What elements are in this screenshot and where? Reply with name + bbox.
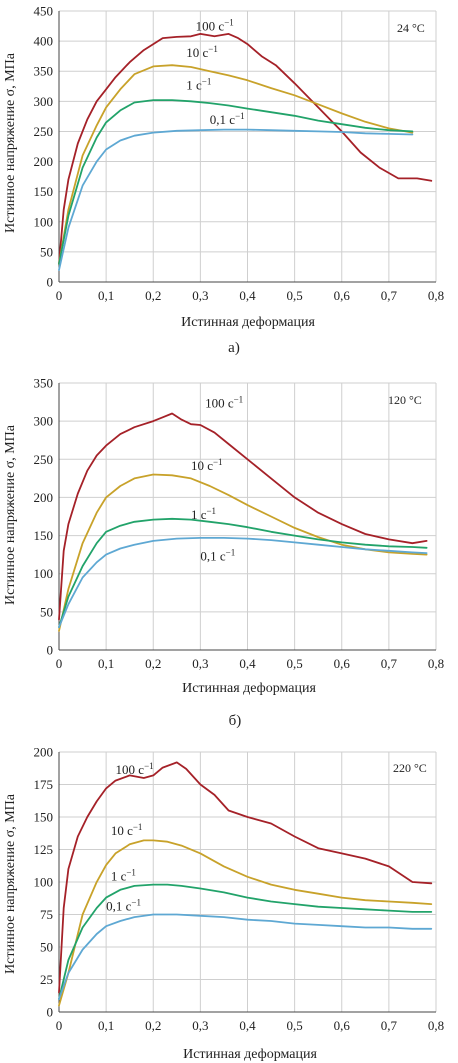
chart-220c-y-tick-label: 150 [34, 810, 54, 825]
chart-120c-x-tick-label: 0,5 [287, 656, 303, 671]
chart-120c-series-label-1: 10 с−1 [191, 457, 223, 473]
chart-120c-series-line-3 [58, 537, 428, 628]
chart-120c-y-tick-label: 350 [34, 376, 54, 391]
chart-220c-x-tick-label: 0,2 [145, 1018, 161, 1033]
chart-220c-y-tick-label: 0 [47, 1005, 54, 1020]
chart-120c-x-tick-label: 0,6 [334, 656, 351, 671]
chart-24c-x-tick-label: 0,3 [192, 288, 208, 303]
chart-120c-y-tick-label: 100 [34, 566, 54, 581]
chart-24c-y-tick-label: 0 [47, 275, 54, 290]
chart-120c-series-line-2 [58, 517, 428, 628]
chart-24c-panel-letter: а) [228, 340, 240, 356]
chart-220c-x-tick-label: 0,5 [287, 1018, 303, 1033]
chart-120c-y-tick-label: 250 [34, 452, 54, 467]
chart-24c-x-axis-title: Истинная деформация [181, 315, 315, 330]
chart-120c-x-tick-label: 0,2 [145, 656, 161, 671]
chart-120c-x-tick-label: 0,1 [98, 656, 114, 671]
chart-24c-y-tick-label: 300 [34, 94, 54, 109]
chart-220c-x-tick-label: 0,1 [98, 1018, 114, 1033]
chart-120c-series-label-2: 1 с−1 [191, 506, 216, 522]
chart-120c-y-tick-label: 0 [47, 643, 54, 658]
chart-panel-120c: 120 °C Истинная деформация Истинное напр… [3, 376, 444, 730]
chart-220c-y-tick-label: 200 [34, 745, 54, 760]
chart-24c-y-tick-label: 250 [34, 124, 54, 139]
chart-120c-series-label-0: 100 с−1 [205, 394, 243, 410]
chart-24c-x-tick-label: 0,5 [287, 288, 303, 303]
chart-220c-series-line-1 [58, 839, 433, 1007]
chart-120c-x-tick-label: 0 [56, 656, 63, 671]
chart-24c-y-tick-label: 150 [34, 184, 54, 199]
chart-panel-24c: 24 °C Истинная деформация Истинное напря… [3, 4, 444, 357]
chart-24c-x-tick-label: 0,7 [381, 288, 398, 303]
chart-220c-series-label-3: 0,1 с−1 [106, 898, 141, 914]
chart-120c-x-tick-label: 0,7 [381, 656, 398, 671]
chart-24c-series-label-3: 0,1 с−1 [210, 111, 245, 127]
chart-24c-y-tick-label: 200 [34, 154, 54, 169]
chart-120c-x-tick-label: 0,3 [192, 656, 208, 671]
chart-24c-series-label-2: 1 с−1 [186, 76, 211, 92]
chart-24c-y-tick-label: 50 [40, 244, 53, 259]
chart-24c-x-tick-label: 0 [56, 288, 63, 303]
chart-panel-220c: 220 °C Истинная деформация Истинное напр… [3, 745, 444, 1063]
chart-24c-series-line-1 [58, 64, 414, 265]
chart-120c-x-tick-label: 0,8 [428, 656, 444, 671]
chart-220c-x-tick-label: 0,7 [381, 1018, 398, 1033]
chart-220c-temperature-label: 220 °C [393, 761, 427, 775]
chart-220c-y-tick-label: 100 [34, 875, 54, 890]
chart-220c-y-tick-label: 50 [40, 940, 53, 955]
chart-220c-series-label-0: 100 с−1 [116, 761, 154, 777]
chart-120c-x-axis-title: Истинная деформация [182, 681, 316, 696]
chart-120c-panel-letter: б) [229, 713, 242, 729]
chart-120c-series-label-3: 0,1 с−1 [200, 548, 235, 564]
chart-24c-series-label-1: 10 с−1 [186, 44, 218, 60]
chart-220c-series-label-2: 1 с−1 [111, 868, 136, 884]
chart-120c-y-axis-title: Истинное напряжение σ, МПа [3, 424, 18, 605]
chart-24c-x-tick-label: 0,8 [428, 288, 444, 303]
chart-120c-y-tick-label: 150 [34, 528, 54, 543]
chart-24c-x-tick-label: 0,1 [98, 288, 114, 303]
chart-24c-x-tick-label: 0,6 [334, 288, 351, 303]
chart-120c-x-tick-label: 0,4 [239, 656, 256, 671]
chart-220c-series-label-1: 10 с−1 [111, 822, 143, 838]
chart-24c-series-line-2 [58, 99, 414, 265]
chart-120c-y-tick-label: 200 [34, 490, 54, 505]
chart-220c-x-tick-label: 0,8 [428, 1018, 444, 1033]
chart-220c-x-tick-label: 0,6 [334, 1018, 351, 1033]
chart-24c-y-tick-label: 400 [34, 34, 54, 49]
chart-220c-series-line-3 [58, 913, 433, 1000]
chart-220c-y-tick-label: 75 [40, 907, 53, 922]
chart-24c-temperature-label: 24 °C [397, 21, 425, 35]
chart-220c-series-line-0 [58, 761, 433, 994]
chart-120c-series-line-1 [58, 473, 428, 632]
chart-220c-y-tick-label: 175 [34, 777, 54, 792]
chart-24c-series-line-3 [58, 128, 414, 271]
chart-220c-x-tick-label: 0 [56, 1018, 63, 1033]
chart-24c-series-line-0 [58, 33, 433, 265]
chart-220c-x-axis-title: Истинная деформация [183, 1047, 317, 1062]
chart-24c-y-tick-label: 350 [34, 64, 54, 79]
chart-24c-series-label-0: 100 с−1 [196, 17, 234, 33]
chart-220c-y-axis-title: Истинное напряжение σ, МПа [3, 793, 18, 974]
chart-220c-y-tick-label: 125 [34, 842, 54, 857]
chart-220c-y-tick-label: 25 [40, 972, 53, 987]
chart-24c-y-tick-label: 100 [34, 214, 54, 229]
chart-220c-x-tick-label: 0,3 [192, 1018, 208, 1033]
chart-220c-x-tick-label: 0,4 [239, 1018, 256, 1033]
chart-120c-y-tick-label: 50 [40, 604, 53, 619]
chart-24c-x-tick-label: 0,2 [145, 288, 161, 303]
chart-120c-y-tick-label: 300 [34, 414, 54, 429]
chart-120c-series-line-0 [58, 412, 428, 621]
chart-220c-series-line-2 [58, 883, 433, 1000]
chart-24c-y-tick-label: 450 [34, 4, 54, 19]
chart-24c-y-axis-title: Истинное напряжение σ, МПа [3, 52, 18, 233]
chart-120c-temperature-label: 120 °C [388, 393, 422, 407]
chart-24c-x-tick-label: 0,4 [239, 288, 256, 303]
